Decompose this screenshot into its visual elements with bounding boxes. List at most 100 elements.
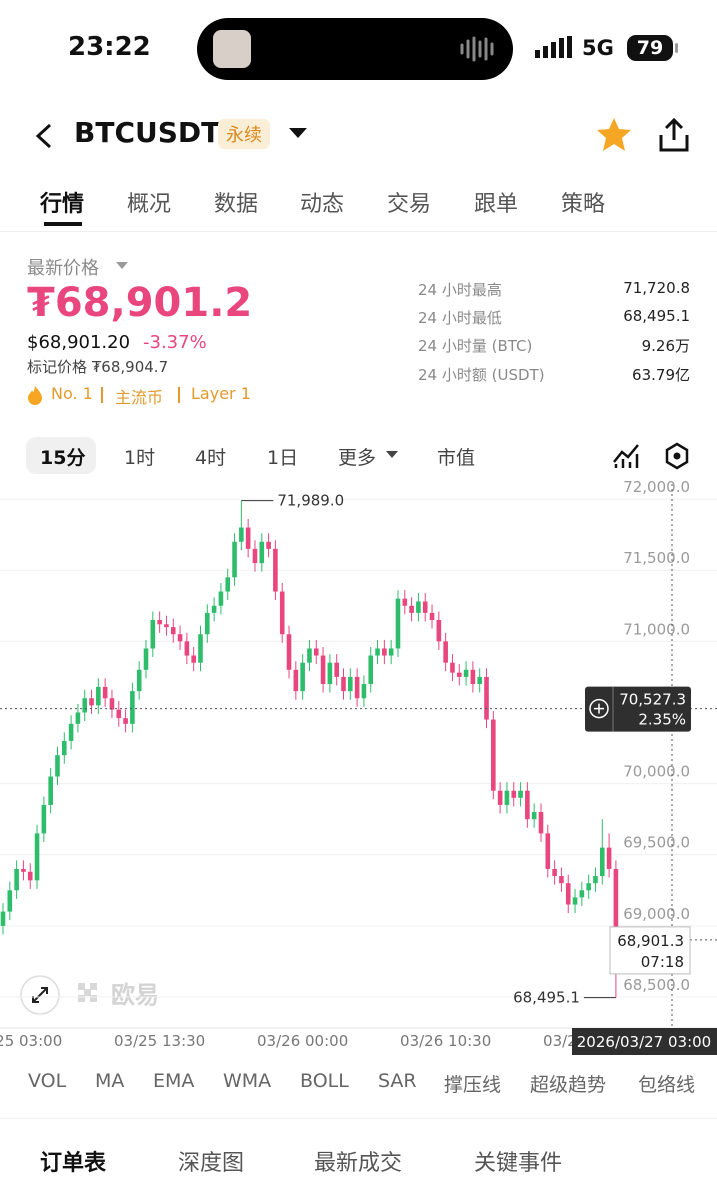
x-tick-label: 03/25 03:00 [0,1032,62,1050]
order-tab[interactable]: 深度图 [178,1151,245,1176]
tab[interactable]: 行情 [40,192,85,217]
order-tab[interactable]: 关键事件 [474,1151,563,1176]
y-tick-label: 69,500.0 [623,834,690,852]
crosshair-add [589,698,609,719]
crosshair-price: 70,527.3 [619,691,686,709]
tab[interactable]: 概况 [127,192,172,217]
stat-value: 63.79亿 [632,366,690,384]
indicator[interactable]: SAR [378,1070,417,1092]
interval[interactable]: 市值 [437,447,476,469]
indicator[interactable]: BOLL [300,1070,349,1092]
candle-body [61,740,67,756]
candle-body [48,776,53,805]
candle-body [184,641,190,656]
back-button[interactable] [32,122,56,150]
change-pct: -3.37% [143,332,207,353]
candle-body [0,911,6,926]
network: 5G [582,36,614,60]
tag[interactable]: No. 1 [51,384,93,403]
candle-body [368,655,374,685]
countdown: 07:18 [641,953,684,971]
candle-body [545,833,551,869]
candle-body [409,605,414,613]
battery: 79 [627,35,673,61]
candle-body [334,662,339,677]
candle-body [205,612,210,635]
x-tick-label: 03/26 00:00 [257,1032,348,1050]
usd-price: $68,901.20 [27,332,131,353]
y-tick-label: 72,000.0 [623,480,690,496]
candle-body [559,876,564,884]
indicator[interactable]: 包络线 [638,1074,696,1096]
tag[interactable]: Layer 1 [191,384,251,403]
candle-body [504,790,510,805]
candle-body [443,641,448,663]
tab[interactable]: 动态 [300,192,345,217]
tab[interactable]: 数据 [214,192,259,217]
more-dropdown[interactable] [386,451,398,459]
candle-body [450,662,455,673]
order-tab[interactable]: 订单表 [40,1151,107,1176]
candle-body [14,868,19,891]
tag[interactable]: 主流币 [115,388,164,407]
candle-body [259,541,265,564]
indicator[interactable]: WMA [223,1070,272,1092]
interval[interactable]: 4时 [195,447,227,469]
candle-body [286,634,292,670]
candle-body [422,601,428,613]
battery-cap [675,43,678,53]
candle-body [463,669,469,677]
candle-body [116,709,122,719]
candle-body [191,655,196,663]
y-tick-label: 68,500.0 [623,976,690,994]
tag-separator [178,387,180,403]
tab[interactable]: 交易 [387,192,432,217]
settings-icon[interactable] [663,442,691,470]
y-tick-label: 70,000.0 [623,763,690,781]
mark-price: 标记价格 ₮68,904.7 [27,358,169,376]
interval[interactable]: 1时 [124,447,156,469]
crosshair-add-plus [594,703,604,714]
candle-body [470,669,476,685]
candle-body [273,548,278,592]
stat-value: 71,720.8 [623,279,690,297]
candle-body [375,648,380,656]
indicator[interactable]: EMA [153,1070,195,1092]
candle-body [579,890,585,898]
share-button[interactable] [657,117,691,153]
signal [535,36,572,58]
candle-body [55,755,60,777]
candle-body [300,662,305,692]
candle-body [313,648,319,656]
indicator[interactable]: MA [95,1070,125,1092]
crosshair-time-box [572,1028,717,1055]
candle-body [177,634,183,642]
max-label: 71,989.0 [277,492,344,510]
interval[interactable]: 15分 [40,447,86,469]
candle-body [538,812,544,834]
candle-body [348,676,353,692]
candle-body [402,598,408,606]
candlestick-chart[interactable]: 欧易 72,000.0 71,500.0 71,000.0 70,000.0 69,50… [0,480,717,1060]
crosshair-time: 2026/03/27 03:00 [577,1033,711,1051]
candle-body [123,718,128,724]
interval[interactable]: 更多 [338,447,377,469]
candle-body [395,598,401,649]
symbol-dropdown[interactable] [289,128,307,140]
candle-body [361,684,367,699]
indicator[interactable]: 撑压线 [444,1074,502,1096]
order-tab[interactable]: 最新成交 [314,1151,403,1176]
candle-body [320,655,326,685]
indicator[interactable]: VOL [28,1070,67,1092]
interval[interactable]: 1日 [267,447,299,469]
stat-value: 9.26万 [641,337,690,355]
candle-body [382,648,387,656]
price-dropdown[interactable] [116,262,128,270]
indicator-icon[interactable] [612,442,640,470]
tab[interactable]: 策略 [561,192,606,217]
indicator[interactable]: 超级趋势 [530,1074,607,1096]
candle-body [21,868,26,872]
favorite-star[interactable] [596,117,632,153]
tab[interactable]: 跟单 [474,192,519,217]
